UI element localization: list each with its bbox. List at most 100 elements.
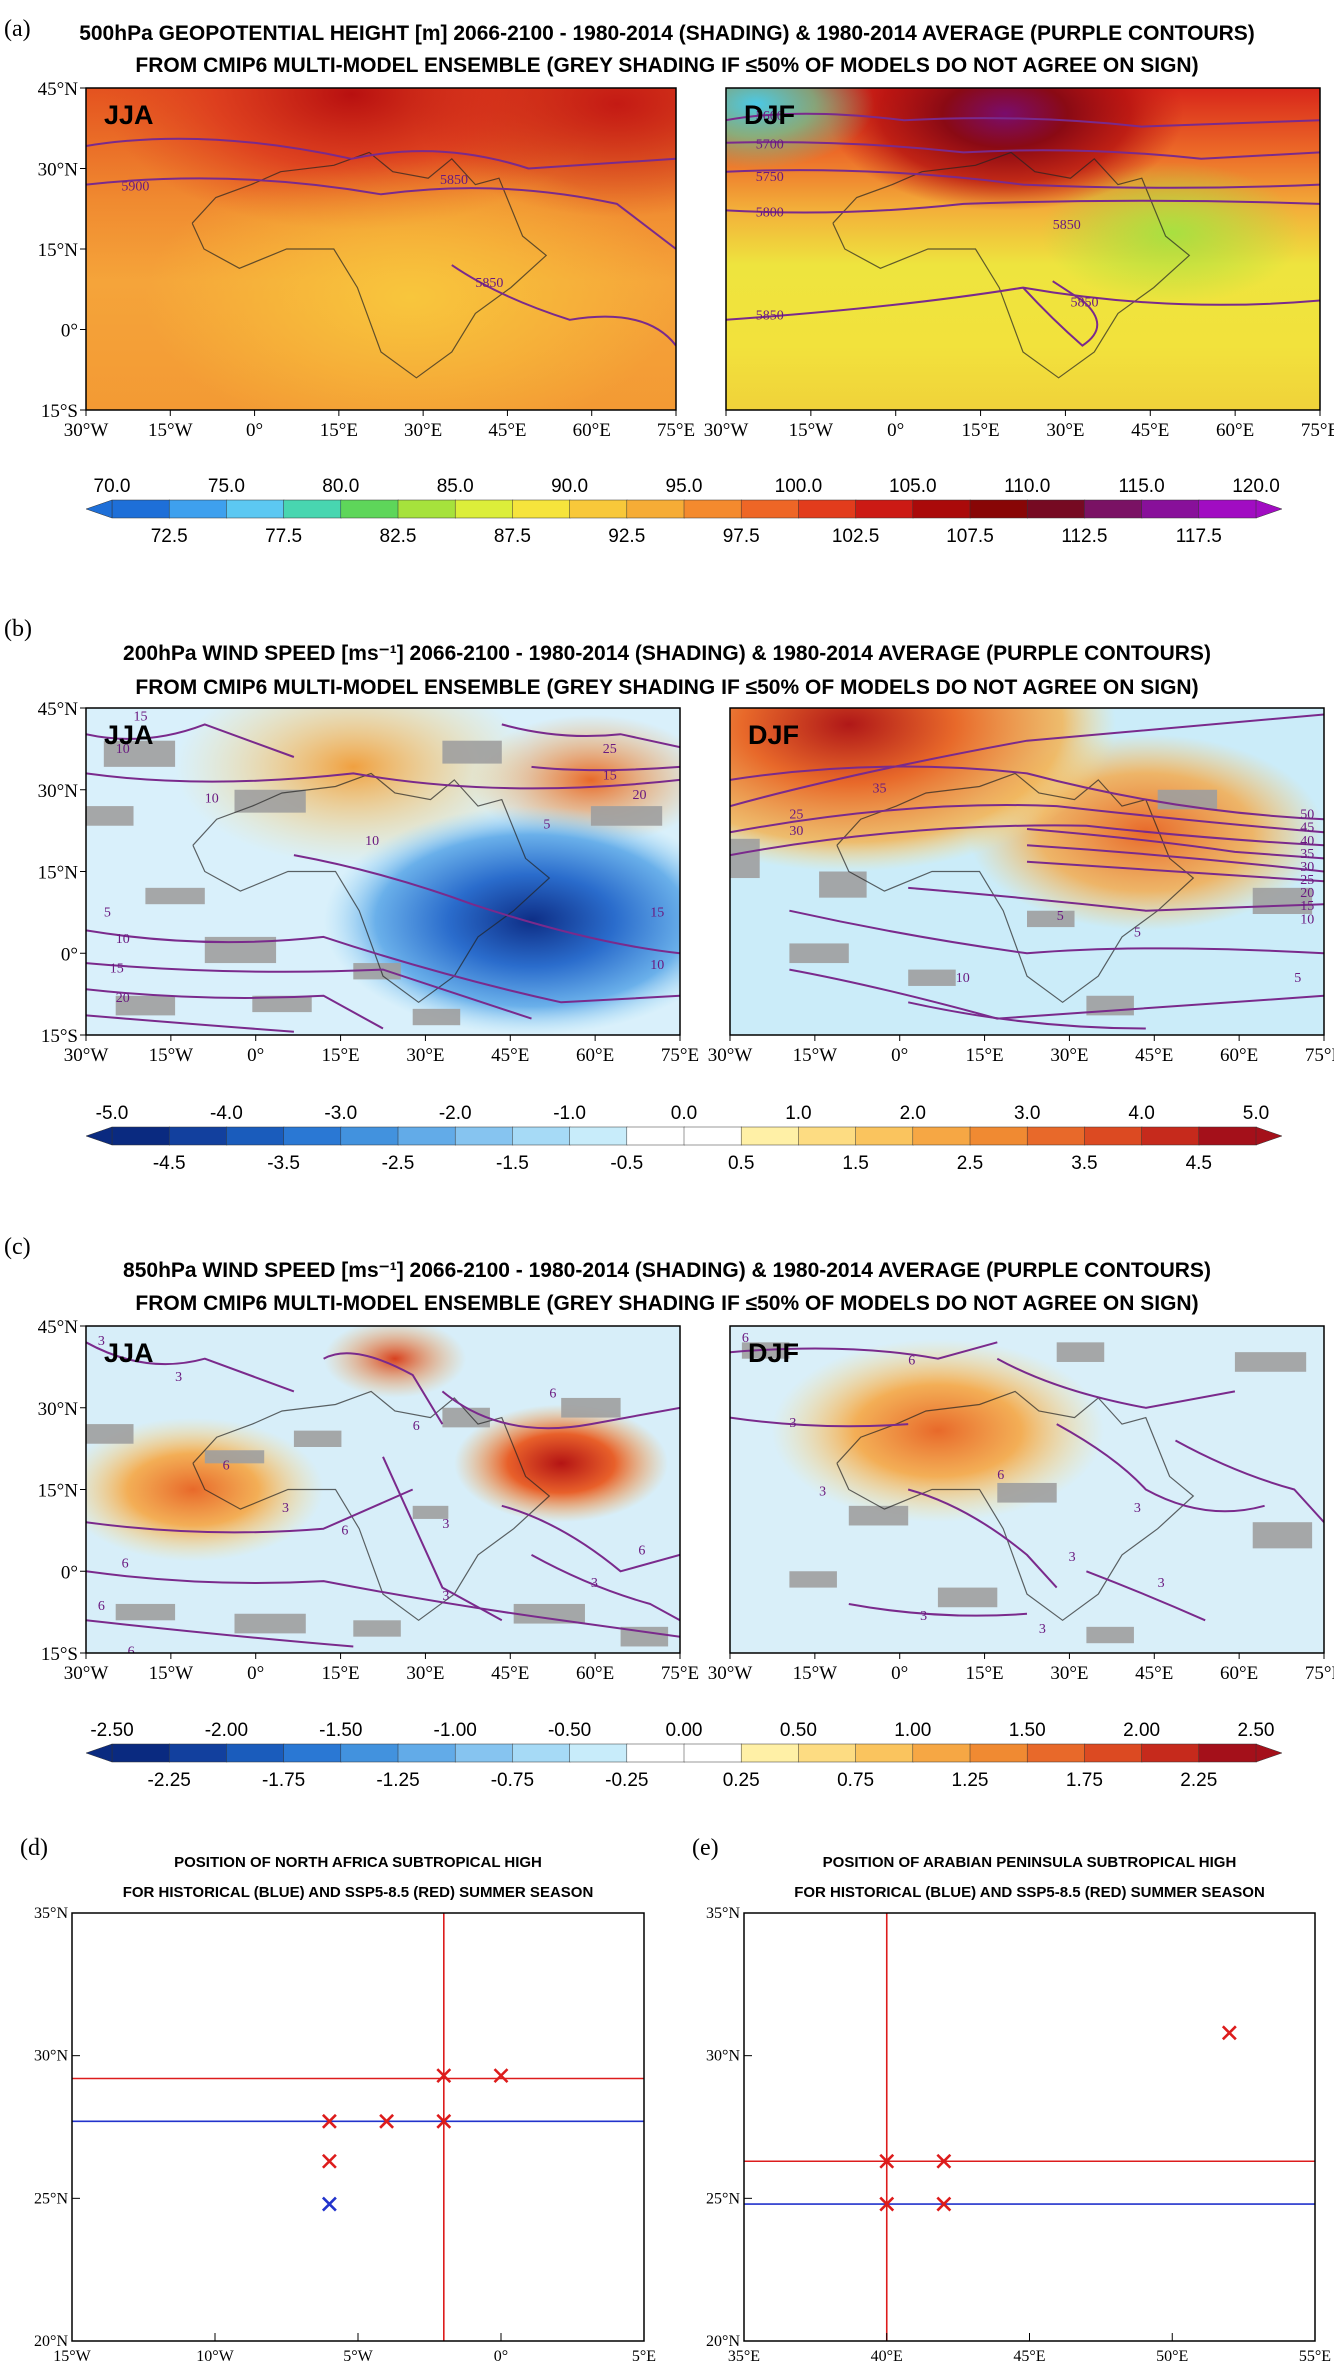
x-tick-label: 55°E: [1299, 2348, 1331, 2362]
map-field: 5850 5900 5850: [86, 88, 676, 410]
contour-line: [908, 886, 1324, 912]
lon-tick-label: 15°W: [789, 420, 834, 441]
contour-label: 5900: [121, 180, 149, 195]
colorbar-label-top: -1.00: [434, 1720, 477, 1741]
colorbar-label-bottom: 1.5: [842, 1153, 868, 1174]
plot-frame: [71, 1912, 645, 2342]
contour-line: [531, 1554, 680, 1622]
contour-label: 5: [543, 817, 550, 832]
lat-tick-label: 45°N: [38, 79, 79, 100]
contour-label: 3: [819, 1485, 826, 1500]
colorbar-swatch: [855, 1743, 914, 1763]
contour-label: 5850: [1071, 296, 1099, 311]
colorbar-swatch: [969, 1126, 1028, 1146]
colorbar-swatch: [340, 1126, 399, 1146]
panel-title-line2: FROM CMIP6 MULTI-MODEL ENSEMBLE (GREY SH…: [135, 1292, 1198, 1315]
panel-label: (d): [20, 1835, 48, 1861]
contour-label: 3: [442, 1517, 449, 1532]
low-agreement-shading: [561, 1397, 621, 1418]
colorbar-label-bottom: 107.5: [946, 526, 994, 547]
colorbar-label-top: -4.0: [210, 1103, 243, 1124]
contour-line: [1175, 1439, 1324, 1523]
contour-label: 3: [1134, 1501, 1141, 1516]
map-field: 15 10 25 15 20 10 5 10 15 10 5 10 15 20: [86, 708, 680, 1035]
colorbar-swatch: [397, 1126, 456, 1146]
contour-line: [726, 199, 1320, 214]
panel-title-line1: 200hPa WIND SPEED [ms⁻¹] 2066-2100 - 198…: [123, 642, 1211, 665]
contour-label: 6: [341, 1524, 348, 1539]
contour-line: [730, 824, 1324, 857]
colorbar-label-top: 115.0: [1119, 476, 1165, 497]
season-label: DJF: [748, 1338, 799, 1368]
colorbar-swatch: [1198, 1126, 1257, 1146]
contour-label: 10: [956, 971, 970, 986]
lat-tick-label: 30°N: [38, 781, 79, 802]
colorbar-swatch: [912, 1743, 971, 1763]
colorbar-swatch: [569, 499, 628, 519]
contour-label: 10: [205, 791, 219, 806]
panel-label: (a): [4, 16, 31, 42]
x-tick-label: 40°E: [871, 2348, 903, 2362]
panel-label: (e): [692, 1835, 719, 1861]
colorbar-swatch: [1141, 499, 1200, 519]
colorbar-swatch: [569, 1743, 628, 1763]
contour-line: [730, 1416, 909, 1428]
map-frame: [725, 87, 1321, 411]
map-field: 6 6 3 3 6 3 3 3 3 3: [730, 1326, 1324, 1653]
colorbar-swatch: [626, 1743, 685, 1763]
colorbar-swatch: [512, 1743, 571, 1763]
colorbar-swatch: [226, 1743, 285, 1763]
contour-label: 10: [116, 742, 130, 757]
y-tick-label: 30°N: [34, 2048, 68, 2065]
contour-label: 50: [1300, 808, 1314, 823]
lon-tick-label: 15°E: [321, 1663, 359, 1684]
lon-tick-label: 0°: [887, 420, 904, 441]
panel-a: (a) 500hPa GEOPOTENTIAL HEIGHT [m] 2066-2…: [4, 16, 1334, 547]
y-tick-label: 25°N: [34, 2190, 68, 2207]
low-agreement-shading: [620, 1626, 669, 1647]
lon-tick-label: 30°W: [64, 1045, 109, 1066]
y-tick-label: 25°N: [706, 2190, 740, 2207]
colorbar-swatch: [340, 499, 399, 519]
lon-tick-label: 15°W: [793, 1663, 838, 1684]
contour-label: 10: [650, 958, 664, 973]
lon-tick-label: 15°E: [965, 1045, 1003, 1066]
colorbar-label-top: 100.0: [775, 476, 823, 497]
data-point-marker: [436, 2068, 452, 2084]
lon-tick-label: 45°E: [491, 1663, 529, 1684]
colorbar-swatch: [283, 499, 342, 519]
colorbar-arrow-low: [85, 1126, 113, 1146]
low-agreement-shading: [1027, 910, 1075, 928]
lon-tick-label: 60°E: [1220, 1663, 1258, 1684]
contour-label: 6: [98, 1599, 105, 1614]
colorbar-label-bottom: -1.5: [496, 1153, 529, 1174]
colorbar-label-bottom: -3.5: [267, 1153, 300, 1174]
panel-title-line1: 850hPa WIND SPEED [ms⁻¹] 2066-2100 - 198…: [123, 1259, 1211, 1282]
season-label: DJF: [744, 100, 795, 130]
colorbar-label-top: -1.0: [553, 1103, 586, 1124]
coastline: [191, 151, 548, 379]
colorbar-label-bottom: -0.75: [491, 1770, 534, 1791]
colorbar-label-bottom: -4.5: [153, 1153, 186, 1174]
contour-line: [1056, 1423, 1265, 1513]
panel-label: (c): [4, 1234, 31, 1260]
low-agreement-shading: [1056, 1342, 1105, 1362]
lon-tick-label: 30°E: [1050, 1663, 1088, 1684]
colorbar-label-top: -2.00: [205, 1720, 248, 1741]
colorbar-arrow-high: [1255, 499, 1283, 519]
colorbar-swatch: [512, 1126, 571, 1146]
low-agreement-shading: [997, 1482, 1057, 1503]
season-label: JJA: [104, 100, 154, 130]
low-agreement-shading: [204, 1450, 265, 1464]
map-djf: 6 6 3 3 6 3 3 3 3 3 DJF 30°W 15°W 0° 15°E 30°E 45°E 60°E 7…: [708, 1325, 1334, 1684]
contour-label: 10: [1300, 912, 1314, 927]
lon-tick-label: 75°E: [1301, 420, 1334, 441]
contour-label: 40: [1300, 834, 1314, 849]
y-tick-label: 35°N: [706, 1905, 740, 1922]
contour-line: [730, 765, 1324, 821]
contour-label: 3: [591, 1576, 598, 1591]
colorbar-swatch: [1026, 499, 1086, 519]
lon-tick-label: 75°E: [661, 1045, 699, 1066]
contour-label: 6: [997, 1468, 1004, 1483]
